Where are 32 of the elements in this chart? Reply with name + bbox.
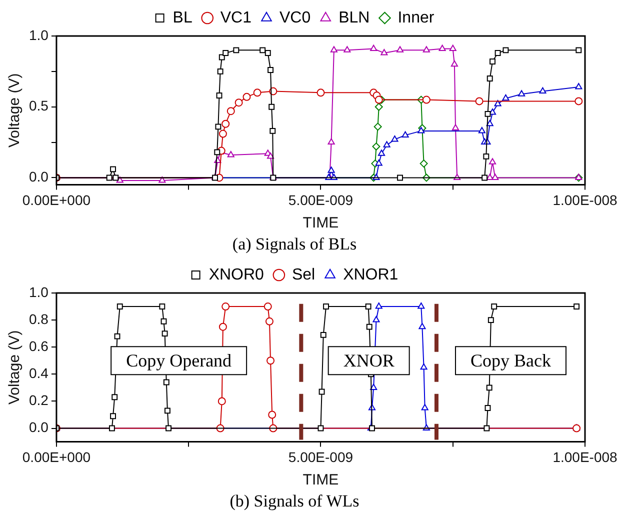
- text: (b) Signals of WLs: [230, 491, 360, 510]
- y-tick-label: 0.5: [28, 98, 49, 114]
- x-tick-label: 1.00E-008: [552, 192, 618, 208]
- x-axis-title: TIME: [302, 472, 339, 489]
- annotation: Copy Back: [470, 350, 551, 370]
- y-axis-title: Voltage (V): [6, 330, 24, 405]
- legend-label: BL: [172, 9, 192, 26]
- y-tick-label: 1.0: [28, 284, 49, 300]
- legend-label: Inner: [398, 9, 435, 26]
- x-tick-label: 0.00E+000: [22, 449, 91, 466]
- annotation: Copy Operand: [126, 350, 232, 370]
- legend-label: VC0: [279, 9, 311, 26]
- annotation: XNOR: [343, 350, 394, 370]
- y-axis-title: Voltage (V): [6, 73, 24, 148]
- y-tick-label: 0.6: [28, 338, 49, 354]
- x-tick-label: 1.00E-008: [552, 449, 618, 466]
- legend-label: Sel: [292, 266, 316, 284]
- x-tick-label: 5.00E-009: [288, 192, 354, 208]
- legend-label: BLN: [338, 9, 370, 26]
- y-tick-label: 0.4: [28, 365, 49, 382]
- y-tick-label: 1.0: [28, 26, 49, 43]
- legend-label: XNOR0: [208, 266, 264, 284]
- legend-label: VC1: [220, 9, 252, 26]
- y-tick-label: 0.8: [28, 310, 49, 327]
- x-axis-title: TIME: [302, 214, 339, 232]
- y-tick-label: 0.0: [28, 168, 49, 185]
- x-tick-label: 0.00E+000: [22, 192, 91, 208]
- text: (a) Signals of BLs: [232, 234, 357, 254]
- y-tick-label: 0.0: [28, 419, 49, 436]
- legend-label: XNOR1: [343, 266, 398, 284]
- y-tick-label: 0.2: [28, 392, 49, 408]
- x-tick-label: 5.00E-009: [288, 449, 354, 466]
